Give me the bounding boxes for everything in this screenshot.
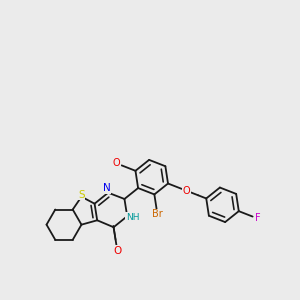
Text: N: N bbox=[103, 183, 110, 193]
Text: Br: Br bbox=[152, 209, 163, 219]
Text: S: S bbox=[78, 190, 85, 200]
Text: F: F bbox=[255, 214, 260, 224]
Text: O: O bbox=[183, 186, 190, 196]
Text: NH: NH bbox=[126, 213, 139, 222]
Text: O: O bbox=[113, 158, 121, 169]
Text: O: O bbox=[113, 245, 122, 256]
